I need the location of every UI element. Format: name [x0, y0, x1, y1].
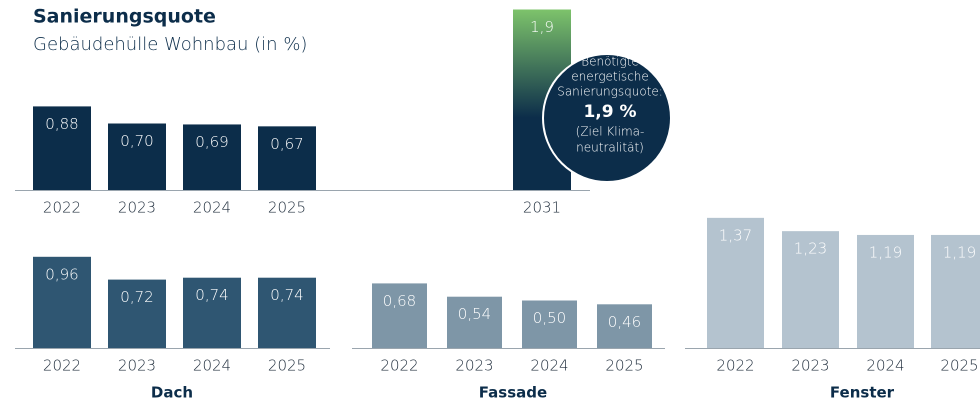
value-label: 1,37: [719, 226, 752, 244]
value-label: 0,96: [45, 265, 78, 283]
annotation-text: neutralität): [576, 141, 644, 155]
annotation-bubble: [542, 53, 672, 183]
x-tick-label: 2022: [43, 357, 81, 375]
bar: [33, 106, 91, 190]
value-label: 0,46: [608, 313, 641, 331]
x-tick-label: 2024: [530, 357, 568, 375]
value-label: 0,88: [45, 115, 78, 133]
annotation-text: Benötigte: [581, 55, 639, 69]
bar: [857, 234, 914, 348]
x-tick-label: 2031: [523, 199, 561, 217]
bar: [707, 217, 764, 348]
bar: [258, 126, 316, 190]
bar: [108, 279, 166, 348]
annotation-text: (Ziel Klima-: [576, 125, 645, 139]
x-tick-label: 2023: [455, 357, 493, 375]
panel-title: Dach: [151, 384, 193, 401]
bar: [931, 234, 980, 348]
x-tick-label: 2023: [118, 199, 156, 217]
value-label: 0,67: [270, 135, 303, 153]
bar: [782, 231, 839, 348]
x-tick-label: 2025: [940, 357, 978, 375]
bar: [183, 277, 241, 348]
bar: [108, 123, 166, 190]
x-tick-label: 2022: [43, 199, 81, 217]
value-label: 0,72: [120, 288, 153, 306]
bar: [522, 300, 577, 348]
bar: [183, 124, 241, 190]
panel-title: Fassade: [479, 384, 547, 401]
x-tick-label: 2025: [268, 199, 306, 217]
value-label: 1,19: [869, 243, 902, 261]
x-tick-label: 2025: [268, 357, 306, 375]
x-tick-label: 2023: [118, 357, 156, 375]
value-label: 0,54: [458, 305, 491, 323]
bar: [258, 277, 316, 348]
x-tick-label: 2024: [193, 357, 231, 375]
x-tick-label: 2022: [380, 357, 418, 375]
x-tick-label: 2024: [866, 357, 904, 375]
panel-title: Fenster: [830, 384, 895, 401]
x-tick-label: 2024: [193, 199, 231, 217]
bar: [372, 283, 427, 348]
value-label: 0,74: [195, 286, 228, 304]
x-tick-label: 2023: [791, 357, 829, 375]
value-label: 0,69: [195, 133, 228, 151]
value-label: 1,9: [530, 18, 554, 36]
value-label: 1,19: [943, 243, 976, 261]
x-tick-label: 2022: [716, 357, 754, 375]
value-label: 1,23: [794, 240, 827, 258]
chart-subtitle: Gebäudehülle Wohnbau (in %): [33, 34, 307, 55]
bar: [597, 304, 652, 348]
value-label: 0,68: [383, 292, 416, 310]
value-label: 0,50: [533, 309, 566, 327]
bar: [447, 296, 502, 348]
annotation-text: 1,9 %: [583, 102, 636, 122]
value-label: 0,74: [270, 286, 303, 304]
bar: [33, 256, 91, 348]
chart-title: Sanierungsquote: [33, 6, 216, 28]
x-tick-label: 2025: [605, 357, 643, 375]
annotation-text: energetische: [571, 70, 649, 84]
annotation-text: Sanierungsquote:: [557, 85, 663, 99]
value-label: 0,70: [120, 132, 153, 150]
